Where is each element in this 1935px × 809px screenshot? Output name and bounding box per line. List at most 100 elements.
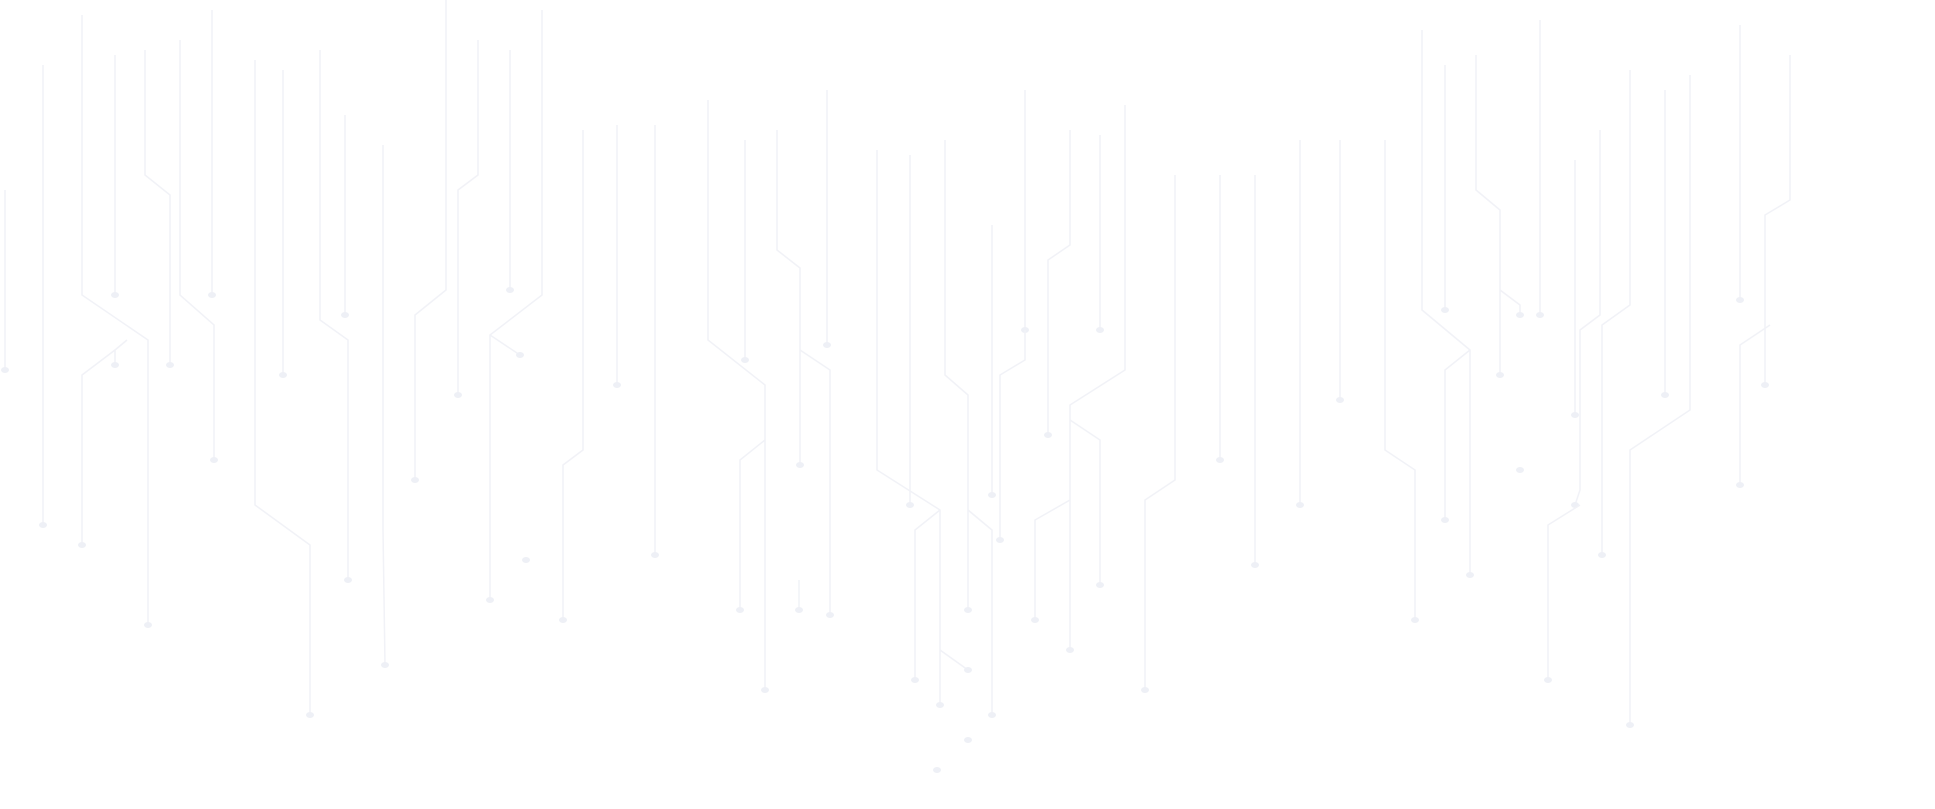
- circuit-node: [651, 552, 659, 558]
- circuit-node: [964, 607, 972, 613]
- circuit-node: [1626, 722, 1634, 728]
- circuit-node: [1141, 687, 1149, 693]
- circuit-trace: [562, 130, 584, 620]
- circuit-trace: [999, 330, 1026, 540]
- circuit-node: [736, 607, 744, 613]
- circuit-trace: [1475, 55, 1501, 375]
- circuit-node: [516, 352, 524, 358]
- circuit-node: [1466, 572, 1474, 578]
- circuit-node: [1736, 482, 1744, 488]
- circuit-node: [1516, 467, 1524, 473]
- circuit-trace: [382, 145, 386, 666]
- circuit-node: [1571, 412, 1579, 418]
- circuit-trace: [1047, 130, 1071, 435]
- circuit-node: [381, 662, 389, 668]
- circuit-node: [1096, 582, 1104, 588]
- circuit-node: [1096, 327, 1104, 333]
- circuit-trace: [319, 50, 349, 580]
- circuit-node: [486, 597, 494, 603]
- circuit-trace: [1069, 105, 1126, 650]
- circuit-node: [1, 367, 9, 373]
- circuit-node: [454, 392, 462, 398]
- circuit-node: [1251, 562, 1259, 568]
- circuit-node: [506, 287, 514, 293]
- circuit-node: [411, 477, 419, 483]
- circuit-node: [906, 502, 914, 508]
- circuit-node: [341, 312, 349, 318]
- circuit-node: [210, 457, 218, 463]
- circuit-node: [1066, 647, 1074, 653]
- circuit-trace: [179, 40, 215, 460]
- circuit-node: [1736, 297, 1744, 303]
- circuit-trace: [1384, 140, 1416, 620]
- circuit-trace: [739, 439, 766, 610]
- circuit-node: [1441, 517, 1449, 523]
- circuit-node: [964, 667, 972, 673]
- circuit-node: [823, 342, 831, 348]
- circuit-node: [911, 677, 919, 683]
- circuit-trace: [707, 100, 766, 690]
- circuit-trace: [944, 140, 969, 610]
- circuit-node: [78, 542, 86, 548]
- circuit-node: [1598, 552, 1606, 558]
- circuit-node: [996, 537, 1004, 543]
- circuit-trace: [1574, 130, 1601, 506]
- circuit-node: [795, 607, 803, 613]
- circuit-trace: [1144, 175, 1176, 690]
- circuit-trace: [81, 349, 116, 545]
- circuit-node: [1544, 677, 1552, 683]
- circuit-trace: [254, 60, 311, 715]
- circuit-node: [613, 382, 621, 388]
- circuit-node: [796, 462, 804, 468]
- circuit-node: [1411, 617, 1419, 623]
- circuit-trace: [1547, 504, 1581, 680]
- circuit-trace: [1739, 324, 1771, 485]
- circuit-node: [761, 687, 769, 693]
- circuit-node: [1044, 432, 1052, 438]
- circuit-node: [39, 522, 47, 528]
- circuit-node: [988, 712, 996, 718]
- circuit-trace: [457, 40, 479, 395]
- circuit-node: [1441, 307, 1449, 313]
- circuit-node: [1296, 502, 1304, 508]
- circuit-trace: [876, 150, 941, 705]
- circuit-trace: [1499, 289, 1521, 315]
- circuit-trace: [144, 50, 171, 365]
- circuit-node: [279, 372, 287, 378]
- circuit-node: [1536, 312, 1544, 318]
- circuit-trace: [1764, 55, 1791, 385]
- circuit-node: [741, 357, 749, 363]
- circuit-node: [933, 767, 941, 773]
- circuit-node: [111, 362, 119, 368]
- circuit-trace: [914, 509, 941, 680]
- circuit-node: [144, 622, 152, 628]
- circuit-trace: [489, 334, 521, 356]
- circuit-node: [344, 577, 352, 583]
- circuit-node: [936, 702, 944, 708]
- circuit-node: [964, 737, 972, 743]
- circuit-trace: [114, 339, 128, 365]
- circuit-trace: [1444, 349, 1471, 520]
- circuit-node: [1516, 312, 1524, 318]
- circuit-trace: [967, 509, 993, 715]
- circuit-node: [1216, 457, 1224, 463]
- circuit-node: [1031, 617, 1039, 623]
- circuit-trace: [799, 349, 831, 615]
- circuit-trace: [1034, 499, 1071, 620]
- circuit-node: [306, 712, 314, 718]
- circuit-trace: [81, 15, 149, 625]
- circuit-node: [1761, 382, 1769, 388]
- circuit-trace: [1421, 30, 1471, 575]
- circuit-trace: [414, 0, 447, 480]
- circuit-trace: [939, 649, 969, 671]
- circuit-node: [826, 612, 834, 618]
- circuit-node: [559, 617, 567, 623]
- circuit-node: [988, 492, 996, 498]
- circuit-node: [1661, 392, 1669, 398]
- circuit-trace: [489, 10, 543, 600]
- circuit-node: [111, 292, 119, 298]
- circuit-trace: [776, 130, 801, 465]
- circuit-trace: [1629, 75, 1691, 725]
- circuit-trace: [1601, 70, 1631, 555]
